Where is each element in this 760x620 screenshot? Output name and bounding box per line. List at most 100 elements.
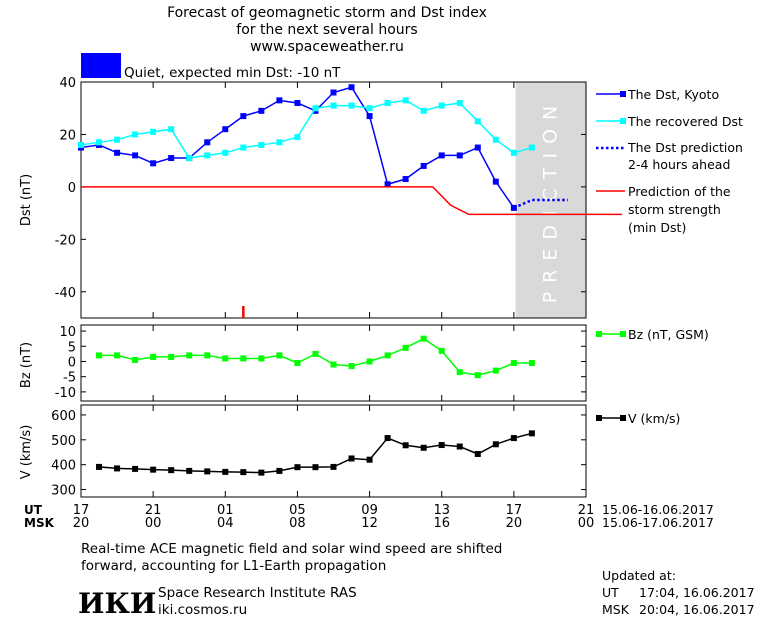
speed-frame [80, 404, 587, 498]
speed-y-tick-label: 600 [51, 409, 76, 424]
legend-recovered-label: The recovered Dst [627, 114, 743, 129]
bz-data-point [492, 367, 499, 374]
dst-frame [80, 81, 587, 319]
dst-data-point [222, 149, 229, 156]
dst-data-point [420, 107, 427, 114]
prediction-region [515, 82, 586, 318]
bz-data-point [420, 335, 427, 342]
bz-data-point [438, 347, 445, 354]
dst-data-point [150, 160, 157, 167]
speed-data-point [492, 441, 499, 448]
updated-msk-value: 20:04, 16.06.2017 [639, 602, 755, 617]
speed-data-point [510, 435, 517, 442]
dst-data-point [330, 102, 337, 109]
bz-data-point [366, 358, 373, 365]
speed-data-point [222, 468, 229, 475]
speed-panel: V (km/s) 600 500 400 300 [19, 404, 587, 499]
x-tick-label-ut: 17 [506, 503, 523, 518]
bz-data-point [276, 352, 283, 359]
bz-data-point [294, 360, 301, 366]
dst-data-point [132, 131, 139, 138]
dst-y-tick-label: -40 [55, 286, 76, 301]
bz-y-tick-label: -5 [63, 371, 76, 386]
legend-prediction-label-1: The Dst prediction [627, 140, 743, 155]
chart-title-line1: Forecast of geomagnetic storm and Dst in… [167, 5, 487, 21]
legend: The Dst, Kyoto The recovered Dst The Dst… [596, 87, 743, 426]
speed-data-point [240, 469, 247, 476]
legend-storm-label-1: Prediction of the [628, 184, 731, 199]
dst-data-point [222, 126, 229, 133]
legend-recovered: The recovered Dst [596, 114, 743, 129]
speed-series [96, 430, 535, 476]
dst-data-point [186, 155, 193, 162]
dst-data-point [114, 149, 121, 156]
note-line2: forward, accounting for L1-Earth propaga… [81, 558, 386, 574]
dst-data-point [348, 102, 355, 109]
speed-data-point [528, 430, 535, 437]
speed-data-point [366, 456, 373, 463]
legend-v-label: V (km/s) [628, 411, 680, 426]
iki-logo: ИКИ [78, 587, 156, 620]
bz-data-point [528, 360, 535, 366]
bz-y-tick-label: 10 [59, 325, 76, 340]
bz-data-point [402, 344, 409, 351]
dst-y-ticks: 40 20 0 -20 -40 [55, 76, 586, 301]
speed-data-point [132, 465, 139, 472]
dst-data-point [204, 152, 211, 159]
speed-y-tick-label: 400 [51, 459, 76, 474]
msk-axis-label: MSK [24, 516, 55, 530]
speed-data-point [402, 442, 409, 449]
x-tick-label-ut: 13 [433, 503, 450, 518]
dst-data-point [492, 178, 499, 185]
bz-data-point [204, 352, 211, 359]
bz-series [96, 335, 535, 379]
dst-data-point [150, 128, 157, 135]
bz-data-point [132, 356, 139, 363]
dst-data-point [474, 144, 481, 151]
speed-data-point [348, 455, 355, 462]
dst-data-point [312, 105, 319, 112]
dst-data-point [438, 102, 445, 109]
bz-data-point [330, 361, 337, 368]
chart-title-line2: for the next several hours [236, 22, 417, 38]
dst-data-point [330, 89, 337, 96]
speed-data-point [114, 465, 121, 472]
updated-ut-value: 17:04, 16.06.2017 [639, 585, 755, 600]
dst-x-ticks [80, 82, 587, 318]
speed-data-point [168, 467, 175, 474]
x-tick-label-msk: 12 [361, 516, 378, 531]
bz-y-tick-label: 5 [68, 340, 76, 355]
legend-v: V (km/s) [596, 411, 680, 426]
ut-date-range: 15.06-16.06.2017 [602, 502, 714, 517]
bz-frame [80, 324, 587, 402]
bz-y-tick-label: -10 [55, 386, 76, 401]
status-text: Quiet, expected min Dst: -10 nT [124, 65, 341, 81]
speed-y-tick-label: 300 [51, 484, 76, 499]
updated-label: Updated at: [602, 568, 676, 583]
dst-data-point [168, 126, 175, 133]
dst-data-point [258, 107, 265, 114]
dst-series-line [80, 99, 533, 159]
dst-data-point [276, 139, 283, 146]
bz-x-ticks [80, 325, 587, 401]
legend-bz-label: Bz (nT, GSM) [628, 327, 709, 342]
dst-data-point [132, 152, 139, 159]
speed-data-point [438, 442, 445, 449]
dst-data-point [258, 141, 265, 148]
dst-data-point [402, 176, 409, 183]
bz-data-point [384, 352, 391, 359]
dst-data-point [510, 149, 517, 156]
x-tick-label-msk: 16 [433, 516, 450, 531]
dst-data-point [438, 152, 445, 159]
x-tick-label-ut: 05 [289, 503, 306, 518]
dst-data-point [384, 99, 391, 106]
x-tick-label-ut: 01 [217, 503, 234, 518]
x-tick-label-ut: 21 [145, 503, 162, 518]
speed-data-point [276, 467, 283, 474]
ut-axis-label: UT [24, 503, 43, 517]
bz-data-point [510, 360, 517, 366]
dst-y-tick-label: -20 [55, 233, 76, 248]
